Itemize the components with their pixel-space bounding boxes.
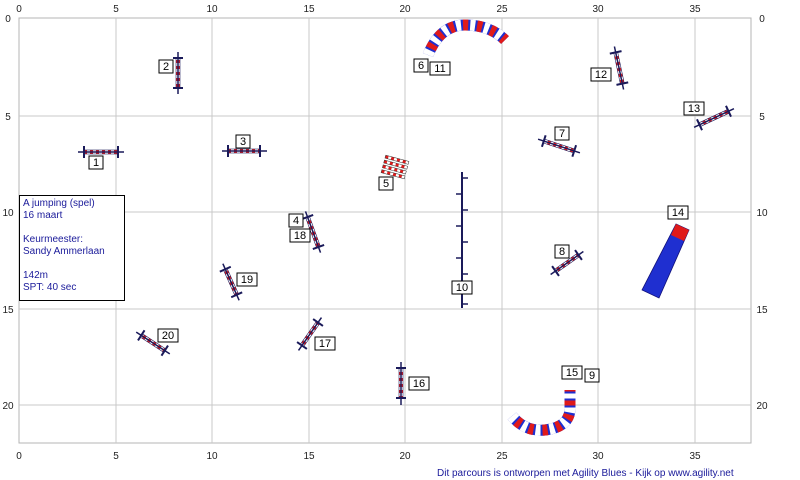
tunnel-6-11 bbox=[422, 19, 509, 58]
svg-text:11: 11 bbox=[434, 63, 445, 75]
x-tick: 30 bbox=[592, 4, 604, 15]
jump-20 bbox=[135, 329, 171, 357]
svg-text:13: 13 bbox=[688, 103, 700, 115]
label-12: 12 bbox=[590, 67, 612, 82]
svg-text:17: 17 bbox=[319, 338, 331, 350]
svg-text:7: 7 bbox=[559, 128, 565, 140]
svg-text:15: 15 bbox=[566, 367, 578, 379]
jump-3 bbox=[222, 145, 267, 157]
y-tick: 20 bbox=[2, 401, 14, 412]
course-length: 142m bbox=[23, 270, 49, 281]
label-16: 16 bbox=[408, 376, 430, 391]
y-tick: 5 bbox=[5, 112, 11, 123]
y-tick: 15 bbox=[756, 305, 768, 316]
svg-text:18: 18 bbox=[294, 230, 306, 242]
y-tick: 0 bbox=[759, 14, 765, 25]
svg-text:4: 4 bbox=[293, 215, 299, 227]
svg-text:8: 8 bbox=[559, 246, 565, 258]
label-17: 17 bbox=[314, 336, 336, 351]
x-tick: 10 bbox=[206, 451, 218, 462]
svg-text:5: 5 bbox=[383, 178, 389, 190]
course-info-box: A jumping (spel) 16 maart Keurmeester: S… bbox=[19, 195, 125, 301]
y-tick: 15 bbox=[2, 305, 14, 316]
y-tick: 10 bbox=[2, 208, 14, 219]
label-18: 18 bbox=[289, 228, 311, 243]
label-6: 6 bbox=[413, 58, 429, 73]
tunnel-9-15 bbox=[507, 390, 576, 436]
svg-text:16: 16 bbox=[413, 378, 425, 390]
grid bbox=[18, 17, 752, 444]
credit-text: Dit parcours is ontworpen met Agility Bl… bbox=[437, 468, 734, 479]
number-labels: 1 2 3 4 5 6 7 8 bbox=[88, 58, 705, 391]
svg-text:6: 6 bbox=[418, 60, 424, 72]
jump-1 bbox=[78, 146, 124, 158]
judge-label: Keurmeester: bbox=[23, 234, 84, 245]
y-axis-right: 0 5 10 15 20 bbox=[756, 14, 768, 412]
svg-text:12: 12 bbox=[595, 69, 607, 81]
standard-course-time: SPT: 40 sec bbox=[23, 282, 77, 293]
x-tick: 15 bbox=[303, 4, 315, 15]
label-3: 3 bbox=[235, 134, 251, 149]
chute-14 bbox=[641, 223, 690, 299]
jump-4-18 bbox=[301, 211, 325, 253]
label-14: 14 bbox=[667, 205, 689, 220]
x-tick: 20 bbox=[399, 451, 411, 462]
y-tick: 20 bbox=[756, 401, 768, 412]
jump-13 bbox=[693, 105, 735, 131]
label-4: 4 bbox=[288, 213, 304, 228]
svg-text:9: 9 bbox=[589, 370, 595, 382]
y-axis-left: 0 5 10 15 20 bbox=[2, 14, 14, 412]
x-tick: 20 bbox=[399, 4, 411, 15]
jump-12 bbox=[609, 46, 629, 90]
jump-8 bbox=[550, 249, 584, 277]
course-title: A jumping (spel) bbox=[23, 198, 95, 209]
label-2: 2 bbox=[158, 59, 174, 74]
label-15: 15 bbox=[561, 365, 583, 380]
label-10: 10 bbox=[451, 280, 473, 295]
x-tick: 30 bbox=[592, 451, 604, 462]
x-axis-top: 0 5 10 15 20 25 30 35 bbox=[16, 4, 701, 15]
x-tick: 5 bbox=[113, 451, 119, 462]
course-boundary bbox=[18, 17, 752, 444]
svg-text:19: 19 bbox=[241, 274, 253, 286]
label-1: 1 bbox=[88, 155, 104, 170]
x-tick: 5 bbox=[113, 4, 119, 15]
x-tick: 25 bbox=[496, 4, 508, 15]
x-tick: 0 bbox=[16, 451, 22, 462]
x-tick: 15 bbox=[303, 451, 315, 462]
x-tick: 25 bbox=[496, 451, 508, 462]
obstacle-5 bbox=[380, 154, 410, 180]
label-13: 13 bbox=[683, 101, 705, 116]
svg-text:14: 14 bbox=[672, 207, 684, 219]
jump-7 bbox=[537, 135, 581, 157]
svg-text:1: 1 bbox=[93, 157, 99, 169]
y-tick: 10 bbox=[756, 208, 768, 219]
label-8: 8 bbox=[554, 244, 570, 259]
svg-text:2: 2 bbox=[163, 61, 169, 73]
label-11: 11 bbox=[429, 61, 451, 76]
x-axis-bottom: 0 5 10 15 20 25 30 35 bbox=[16, 451, 701, 462]
label-5: 5 bbox=[378, 176, 394, 191]
y-tick: 0 bbox=[5, 14, 11, 25]
judge-name: Sandy Ammerlaan bbox=[23, 246, 105, 257]
jump-2 bbox=[173, 52, 183, 94]
x-tick: 0 bbox=[16, 4, 22, 15]
x-tick: 35 bbox=[689, 451, 701, 462]
jump-17 bbox=[296, 317, 324, 351]
svg-text:3: 3 bbox=[240, 136, 246, 148]
course-date: 16 maart bbox=[23, 210, 63, 221]
label-9: 9 bbox=[584, 368, 600, 383]
svg-text:20: 20 bbox=[162, 330, 174, 342]
jump-19 bbox=[219, 263, 243, 301]
label-20: 20 bbox=[157, 328, 179, 343]
x-tick: 10 bbox=[206, 4, 218, 15]
svg-text:10: 10 bbox=[456, 282, 468, 294]
label-19: 19 bbox=[236, 272, 258, 287]
jump-16 bbox=[396, 362, 406, 405]
y-tick: 5 bbox=[759, 112, 765, 123]
x-tick: 35 bbox=[689, 4, 701, 15]
label-7: 7 bbox=[554, 126, 570, 141]
